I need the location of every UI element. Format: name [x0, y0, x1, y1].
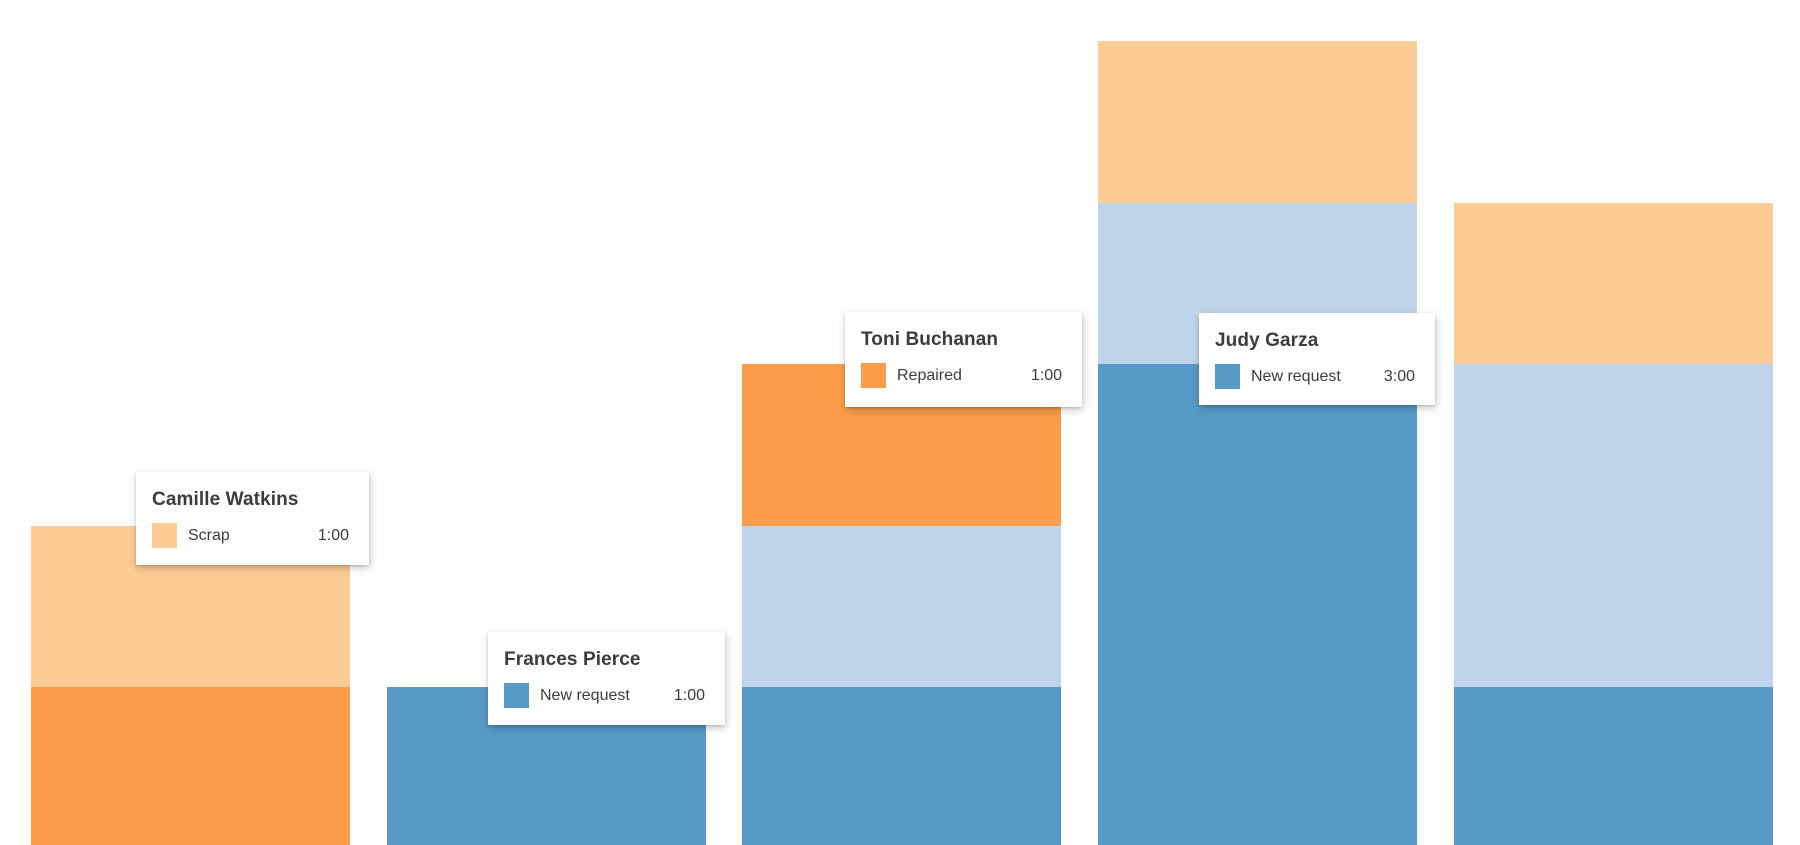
series-swatch-new-request: [504, 683, 529, 708]
tooltip-toni-buchanan: Toni Buchanan Repaired 1:00: [845, 312, 1082, 407]
tooltip-row: Repaired 1:00: [861, 363, 1062, 388]
bar-4-segment-scrap[interactable]: [1454, 202, 1773, 364]
tooltip-title: Toni Buchanan: [861, 329, 999, 350]
bar-2-segment-new-request[interactable]: [742, 687, 1061, 845]
series-swatch-scrap: [152, 523, 177, 548]
tooltip-title: Camille Watkins: [152, 489, 299, 510]
series-label: Scrap: [188, 526, 230, 544]
tooltip-row: New request 3:00: [1215, 364, 1415, 389]
series-value: 1:00: [317, 526, 349, 544]
tooltip-frances-pierce: Frances Pierce New request 1:00: [488, 632, 725, 725]
tooltip-judy-garza: Judy Garza New request 3:00: [1199, 313, 1435, 405]
bar-4-segment-new-request[interactable]: [1454, 687, 1773, 845]
tooltip-row: New request 1:00: [504, 683, 705, 708]
series-label: New request: [1251, 367, 1341, 385]
bar-0-segment-repaired[interactable]: [31, 687, 350, 845]
series-swatch-repaired: [861, 363, 886, 388]
tooltip-title: Judy Garza: [1215, 330, 1319, 351]
series-swatch-new-request: [1215, 364, 1240, 389]
bar-2-segment-light-blue-unlabeled[interactable]: [742, 525, 1061, 687]
series-value: 1:00: [673, 686, 705, 704]
series-label: New request: [540, 686, 630, 704]
series-label: Repaired: [897, 366, 962, 384]
bar-4-segment-light-blue-unlabeled[interactable]: [1454, 364, 1773, 687]
tooltip-row: Scrap 1:00: [152, 523, 349, 548]
series-value: 3:00: [1383, 367, 1415, 385]
series-value: 1:00: [1030, 366, 1062, 384]
bar-3-segment-new-request[interactable]: [1098, 364, 1417, 845]
tooltip-title: Frances Pierce: [504, 649, 641, 670]
tooltip-camille-watkins: Camille Watkins Scrap 1:00: [136, 472, 369, 565]
bar-3-segment-scrap[interactable]: [1098, 41, 1417, 203]
